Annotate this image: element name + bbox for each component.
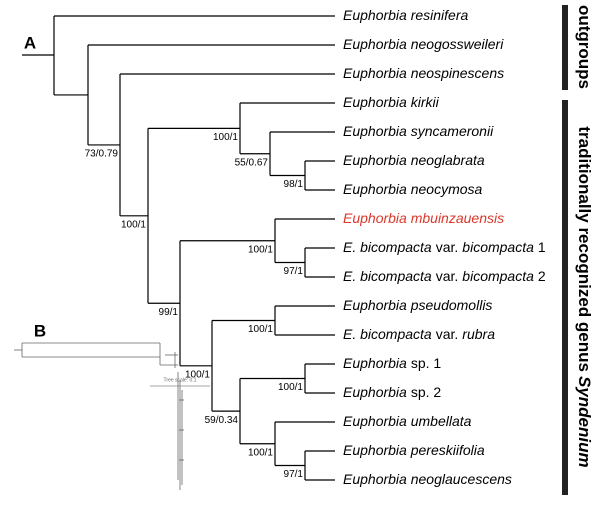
support-value: 55/0.67 (235, 157, 269, 168)
text-part: Euphorbia neoglabrata (343, 152, 485, 168)
taxon-label: Euphorbia sp. 2 (343, 384, 441, 400)
text-part: 2 (538, 268, 546, 284)
text-part: sp. 1 (411, 355, 442, 371)
text-part: Euphorbia umbellata (343, 413, 472, 429)
text-part: var. (436, 326, 459, 342)
text-part: Euphorbia neocymosa (343, 181, 483, 197)
support-value: 100/1 (121, 219, 146, 230)
support-value: 97/1 (284, 469, 304, 480)
taxon-label: Euphorbia pseudomollis (343, 297, 492, 313)
taxon-label: Euphorbia neoglabrata (343, 152, 485, 168)
text-part: Euphorbia neoglaucescens (343, 471, 512, 487)
support-value: 97/1 (284, 266, 304, 277)
text-part: var. (436, 268, 459, 284)
support-value: 59/0.34 (205, 415, 239, 426)
taxon-label: Euphorbia neogossweileri (343, 36, 504, 52)
text-part: Euphorbia neogossweileri (343, 36, 504, 52)
taxon-label: Euphorbia neospinescens (343, 65, 504, 81)
text-part: Euphorbia (343, 384, 407, 400)
text-part: E. bicompacta (343, 239, 432, 255)
taxon-label: E. bicompacta var. bicompacta 2 (343, 268, 546, 284)
panel-label: B (34, 321, 46, 340)
support-value: 98/1 (284, 179, 304, 190)
inset-tree (14, 342, 210, 490)
text-part: Euphorbia pereskiifolia (343, 442, 485, 458)
text-part: outgroups (575, 5, 594, 89)
group-bar (562, 100, 568, 495)
taxon-label: Euphorbia umbellata (343, 413, 472, 429)
taxon-label: Euphorbia mbuinzauensis (343, 210, 504, 226)
text-part: Euphorbia mbuinzauensis (343, 210, 504, 226)
text-part: var. (436, 239, 459, 255)
tree-edges (53, 15, 335, 481)
text-part: bicompacta (462, 268, 534, 284)
text-part: bicompacta (462, 239, 534, 255)
text-part: 1 (538, 239, 546, 255)
taxon-label: Euphorbia syncameronii (343, 123, 494, 139)
support-value: 73/0.79 (85, 149, 119, 160)
support-value: 100/1 (248, 244, 273, 255)
text-part: E. bicompacta (343, 268, 432, 284)
group-label: outgroups (575, 5, 594, 89)
taxon-label: Euphorbia neocymosa (343, 181, 483, 197)
support-value: 100/1 (213, 132, 238, 143)
support-value: 100/1 (278, 382, 303, 393)
group-bar (562, 5, 568, 90)
text-part: Euphorbia resinifera (343, 7, 469, 23)
support-value: 100/1 (248, 324, 273, 335)
inset-scale-label: Tree scale: 0.1 (164, 377, 197, 383)
text-part: E. bicompacta (343, 326, 432, 342)
taxon-label: Euphorbia pereskiifolia (343, 442, 485, 458)
taxon-label: E. bicompacta var. bicompacta 1 (343, 239, 546, 255)
support-value: 100/1 (185, 369, 210, 380)
text-part: traditionally recognized genus (575, 126, 594, 372)
text-part: Syndenium (575, 376, 594, 468)
text-part: Euphorbia syncameronii (343, 123, 494, 139)
taxon-label: Euphorbia sp. 1 (343, 355, 441, 371)
text-part: Euphorbia kirkii (343, 94, 440, 110)
taxon-label: Euphorbia neoglaucescens (343, 471, 512, 487)
panel-label: A (24, 33, 36, 52)
text-part: Euphorbia pseudomollis (343, 297, 492, 313)
taxon-label: E. bicompacta var. rubra (343, 326, 495, 342)
group-label: traditionally recognized genus Syndenium (575, 126, 594, 467)
support-value: 99/1 (159, 307, 179, 318)
support-value: 100/1 (248, 447, 273, 458)
taxon-label: Euphorbia resinifera (343, 7, 469, 23)
text-part: Euphorbia neospinescens (343, 65, 504, 81)
taxon-label: Euphorbia kirkii (343, 94, 440, 110)
text-part: rubra (462, 326, 495, 342)
text-part: sp. 2 (411, 384, 442, 400)
text-part: Euphorbia (343, 355, 407, 371)
